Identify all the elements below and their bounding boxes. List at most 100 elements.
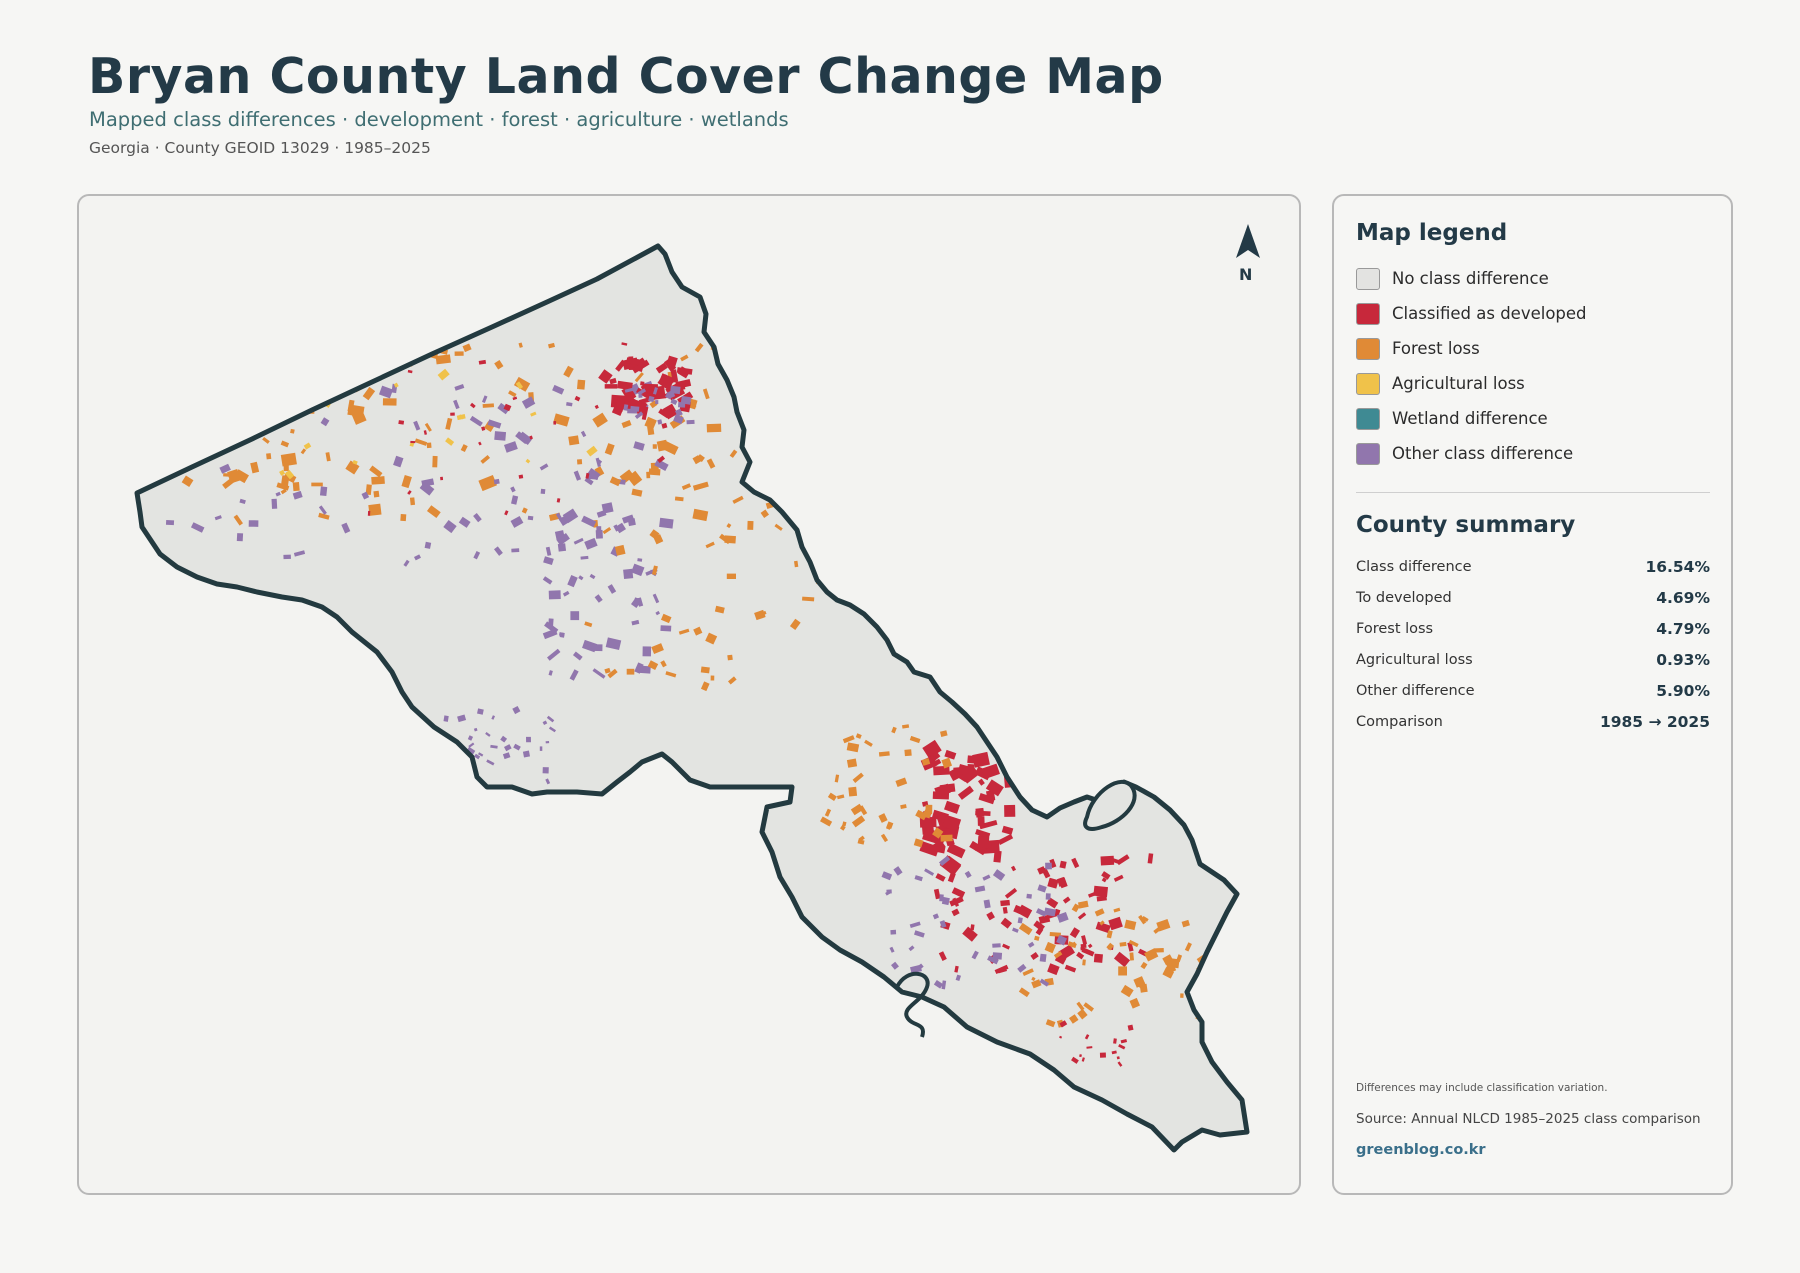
change-patch [621,385,637,402]
change-patch [292,482,300,492]
change-patch [630,405,640,412]
change-patch [1111,1050,1117,1055]
change-patch [851,815,866,828]
change-patch [440,476,444,481]
change-patch [424,422,432,432]
change-patch [592,412,608,428]
change-patch [604,384,618,389]
change-patch [545,546,552,556]
change-patch [362,386,376,401]
change-patch [548,342,556,349]
county-map[interactable] [79,196,1301,1195]
legend-swatch-forest-loss [1356,337,1380,360]
change-patch [919,841,940,857]
change-patch [1208,969,1222,978]
summary-row: Forest loss 4.79% [1356,613,1710,644]
change-patch [1209,975,1214,982]
change-patch [269,420,276,425]
change-patch [518,474,524,479]
change-patch [957,785,974,800]
change-patch [407,490,412,495]
change-patch [985,779,1004,797]
change-patch [941,896,950,906]
change-patch [933,888,941,900]
change-patch [972,751,990,768]
summary-label: Class difference [1356,558,1472,575]
change-patch [904,749,912,757]
change-patch [692,481,709,491]
change-patch [539,746,543,751]
change-patch [341,522,351,534]
change-patch [512,396,518,401]
change-patch [530,411,537,417]
change-patch [1054,909,1061,916]
change-patch [1129,952,1134,961]
change-patch [548,670,553,676]
change-patch [467,735,474,741]
change-patch [401,475,412,489]
map-panel[interactable]: N [77,194,1301,1195]
county-outline [137,246,1247,1150]
legend-item: Agricultural loss [1356,371,1587,396]
change-patch [252,394,258,402]
change-patch [686,419,695,425]
change-patch [1059,860,1067,869]
change-patch [640,383,648,391]
change-patch [1077,1008,1088,1020]
change-patch [543,556,554,566]
change-patch [1058,944,1076,960]
change-patch [1022,968,1034,976]
change-patch [624,387,635,393]
legend-panel: Map legend No class difference Classifie… [1332,194,1733,1195]
change-patch [241,357,258,373]
change-patch [852,772,864,783]
change-patch [934,783,951,798]
change-patch [675,408,683,417]
change-patch [548,618,554,629]
change-patch [409,497,416,506]
change-patch [940,834,953,842]
change-patch [493,478,500,485]
change-patch [855,733,862,739]
change-patch [1101,877,1107,883]
change-patch [644,416,657,430]
change-patch [511,548,520,553]
change-patch [250,343,270,362]
change-patch [279,469,286,476]
change-patch [556,498,561,503]
change-patch [518,342,523,348]
change-patch [209,384,218,394]
change-patch [567,574,578,588]
change-patch [623,404,629,411]
change-patch [949,896,964,907]
change-patch [233,514,243,526]
change-patch [468,742,475,748]
change-patch [827,792,837,801]
change-patch [527,515,534,521]
change-patch [369,465,383,478]
change-patch [285,469,295,480]
change-patch [293,550,306,557]
change-patch [363,366,373,374]
change-patch [596,510,607,518]
change-patch [642,646,652,657]
change-patch [678,401,686,408]
change-patch [891,726,897,734]
change-patch [878,813,888,823]
change-patch [1079,1054,1082,1058]
brand-link[interactable]: greenblog.co.kr [1356,1142,1486,1158]
change-patch [500,735,508,743]
change-patch [1030,952,1039,961]
change-patch [494,431,507,441]
change-patch [450,764,457,772]
change-patch [840,824,846,831]
change-patch [885,824,892,830]
change-patch [584,477,594,486]
change-patch [1047,963,1060,976]
change-patch [200,350,211,362]
change-patch [889,946,895,953]
change-patch [581,515,597,528]
change-patch [563,365,574,378]
change-patch [654,458,669,472]
change-patch [504,744,512,752]
